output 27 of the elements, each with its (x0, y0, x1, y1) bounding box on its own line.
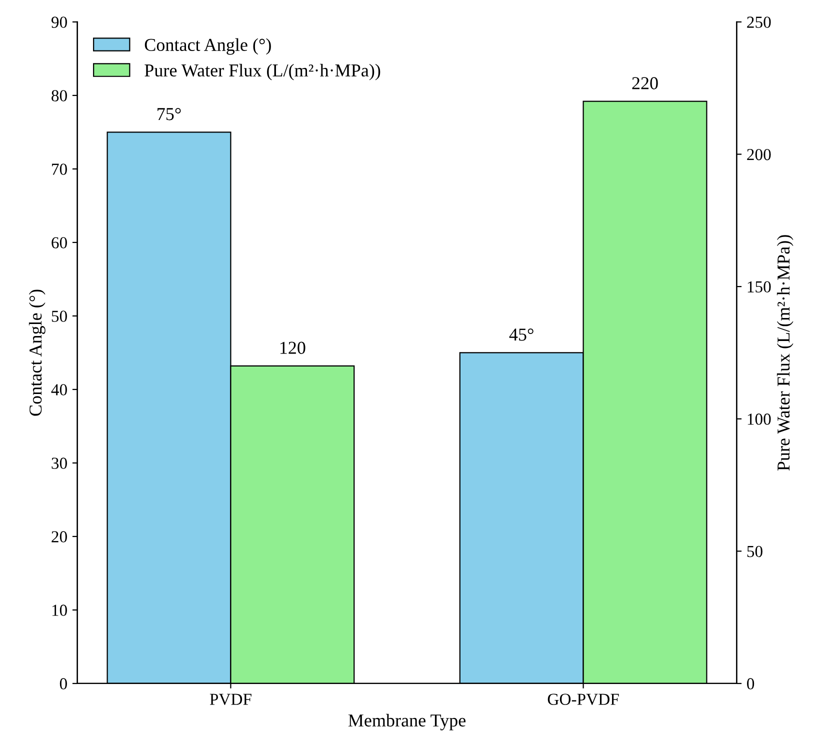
y-tick-label: 40 (51, 384, 67, 396)
data-label: 75° (158, 108, 181, 120)
x-tick-label: GO-PVDF (548, 694, 619, 706)
y-tick-label: 0 (60, 678, 67, 690)
y-tick-label: 60 (52, 237, 67, 248)
legend-label: Pure Water Flux (L/(m²·h·MPa)) (144, 64, 380, 80)
y2-tick-label: 200 (747, 148, 771, 160)
data-label: 120 (280, 342, 306, 354)
y2-tick-label: 150 (748, 281, 771, 292)
y-tick-label: 70 (52, 164, 67, 175)
y-tick-label: 90 (51, 16, 67, 28)
y2-axis-title: Pure Water Flux (L/(m²·h·MPa)) (776, 235, 794, 471)
y-axis-title: Contact Angle (°) (28, 290, 46, 416)
data-label: 45° (509, 328, 534, 341)
y2-tick-label: 100 (748, 414, 771, 425)
y2-tick-label: 0 (747, 678, 754, 690)
data-label: 220 (632, 77, 658, 90)
x-tick-label: PVDF (210, 694, 252, 706)
y-tick-label: 20 (52, 531, 67, 542)
x-axis-title: Membrane Type (348, 714, 466, 730)
legend-label: Contact Angle (°) (144, 38, 271, 55)
y2-tick-label: 50 (747, 546, 762, 558)
y-tick-label: 30 (52, 458, 67, 469)
y-tick-label: 80 (52, 90, 67, 102)
y-tick-label: 10 (52, 604, 67, 616)
y2-tick-label: 250 (747, 16, 771, 28)
y-tick-label: 50 (52, 310, 67, 322)
